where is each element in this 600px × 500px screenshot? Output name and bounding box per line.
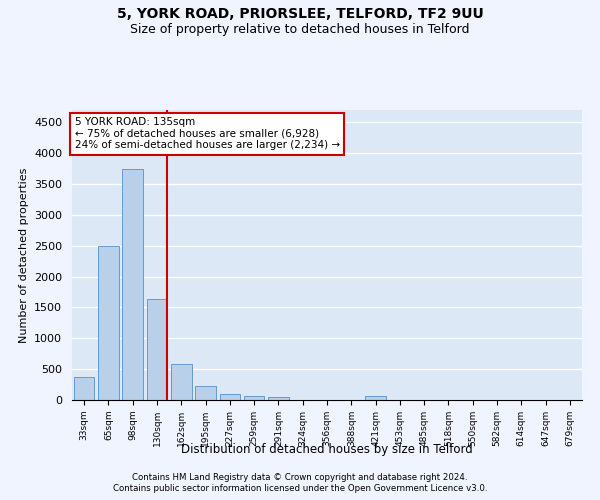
Text: Distribution of detached houses by size in Telford: Distribution of detached houses by size …: [181, 442, 473, 456]
Bar: [98, 246, 119, 400]
Bar: [195, 386, 216, 400]
Bar: [244, 396, 265, 400]
Text: 5, YORK ROAD, PRIORSLEE, TELFORD, TF2 9UU: 5, YORK ROAD, PRIORSLEE, TELFORD, TF2 9U…: [116, 8, 484, 22]
Text: 5 YORK ROAD: 135sqm
← 75% of detached houses are smaller (6,928)
24% of semi-det: 5 YORK ROAD: 135sqm ← 75% of detached ho…: [74, 117, 340, 150]
Bar: [220, 394, 240, 400]
Bar: [365, 396, 386, 400]
Bar: [74, 377, 94, 400]
Text: Contains HM Land Registry data © Crown copyright and database right 2024.: Contains HM Land Registry data © Crown c…: [132, 472, 468, 482]
Text: Size of property relative to detached houses in Telford: Size of property relative to detached ho…: [130, 22, 470, 36]
Text: Contains public sector information licensed under the Open Government Licence v3: Contains public sector information licen…: [113, 484, 487, 493]
Bar: [171, 364, 191, 400]
Bar: [122, 168, 143, 400]
Bar: [268, 397, 289, 400]
Bar: [146, 299, 167, 400]
Y-axis label: Number of detached properties: Number of detached properties: [19, 168, 29, 342]
